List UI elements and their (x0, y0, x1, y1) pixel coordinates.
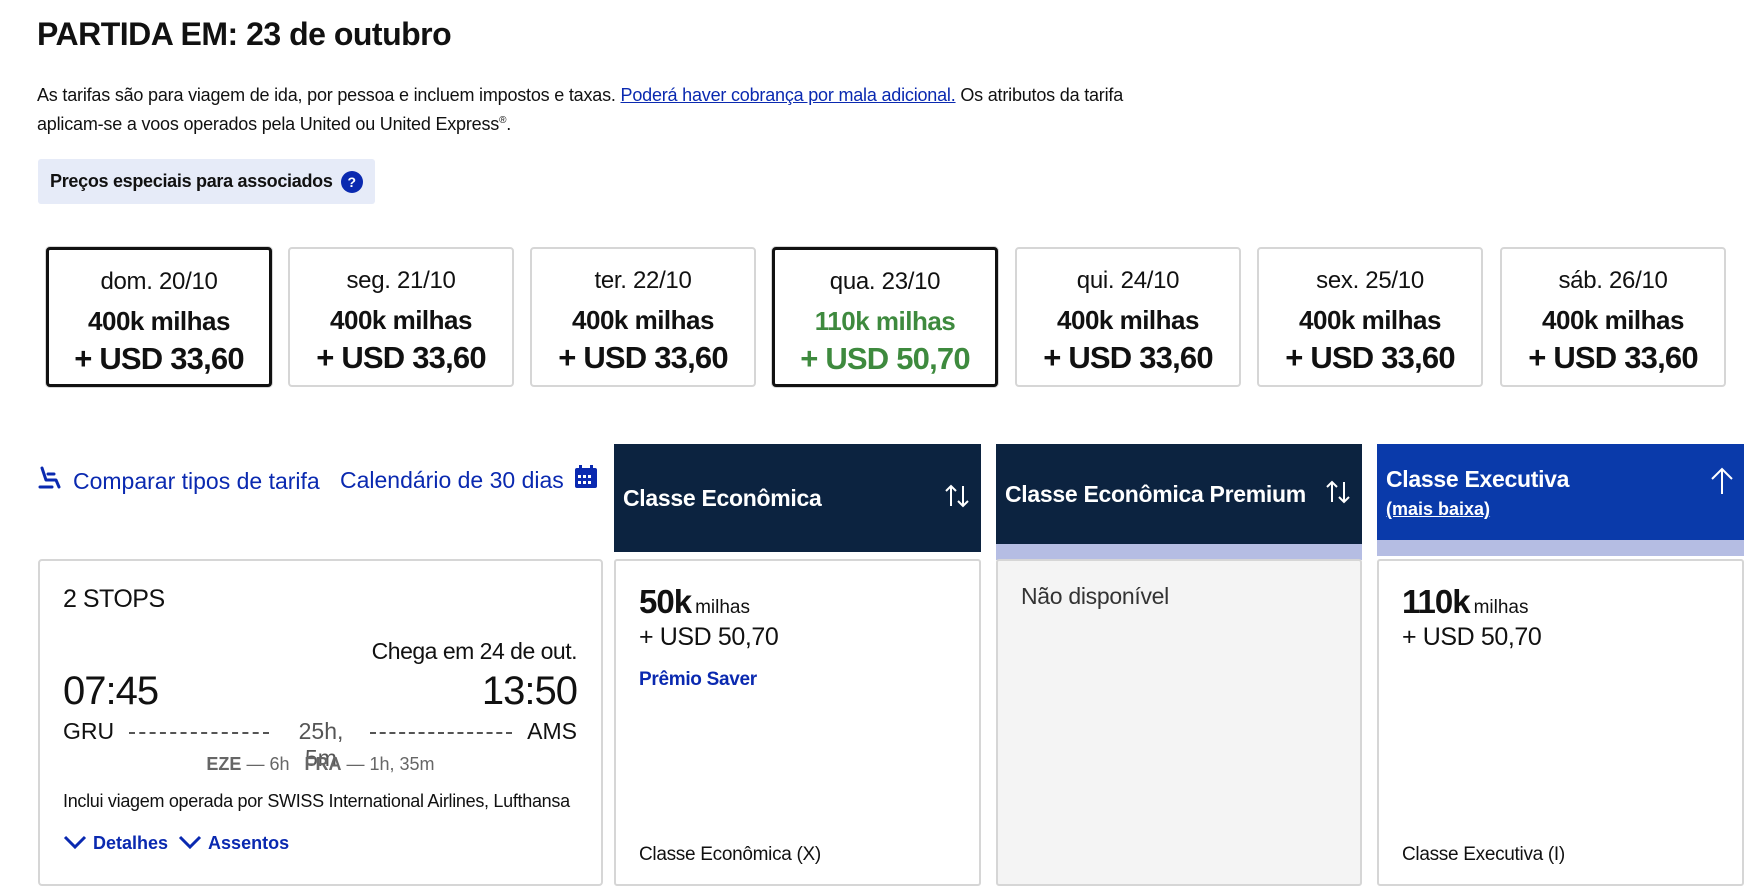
date-label: dom. 20/10 (100, 268, 218, 295)
date-card-26[interactable]: sáb. 26/10 400k milhas + USD 33,60 (1500, 247, 1726, 387)
disclaimer-text-2: Os atributos da tarifa aplicam-se a voos… (37, 85, 1124, 134)
help-icon[interactable]: ? (340, 170, 363, 193)
route-line (129, 732, 269, 734)
date-price: + USD 33,60 (1043, 340, 1213, 375)
destination-airport: AMS (527, 718, 577, 744)
column-title: Classe Econômica (623, 484, 822, 511)
date-card-25[interactable]: sex. 25/10 400k milhas + USD 33,60 (1257, 247, 1483, 387)
fare-miles: 50k milhas (639, 583, 750, 621)
column-header-business[interactable]: Classe Executiva (mais baixa) (1377, 444, 1744, 540)
stops-label: 2 STOPS (63, 585, 165, 613)
column-title: Classe Executiva (1386, 466, 1570, 492)
arrival-note: Chega em 24 de out. (371, 638, 578, 664)
date-label: sex. 25/10 (1316, 267, 1424, 294)
date-price: + USD 33,60 (1528, 340, 1698, 375)
layover-time: — 6h (246, 754, 290, 774)
date-price: + USD 50,70 (800, 341, 970, 376)
column-title-group: Classe Executiva (mais baixa) (1386, 466, 1569, 520)
operated-by-note: Inclui viagem operada por SWISS Internat… (63, 791, 570, 811)
layover-airport: FRA (304, 754, 342, 774)
seat-icon (37, 465, 63, 497)
miles-unit: milhas (1473, 597, 1529, 618)
date-card-22[interactable]: ter. 22/10 400k milhas + USD 33,60 (530, 247, 756, 387)
fare-cell-premium: Não disponível (996, 559, 1362, 886)
date-card-24[interactable]: qui. 24/10 400k milhas + USD 33,60 (1015, 247, 1241, 387)
date-card-20[interactable]: dom. 20/10 400k milhas + USD 33,60 (46, 247, 272, 387)
date-price: + USD 33,60 (1285, 340, 1455, 375)
date-miles: 400k milhas (330, 305, 472, 335)
arrival-time: 13:50 (481, 669, 578, 713)
flight-duration: 25h, 5m (298, 718, 344, 771)
fare-price: + USD 50,70 (1402, 623, 1542, 651)
date-miles: 400k milhas (1057, 305, 1199, 335)
details-label: Detalhes (93, 833, 169, 853)
date-label: qui. 24/10 (1076, 267, 1180, 294)
date-price: + USD 33,60 (74, 341, 244, 376)
disclaimer-end: . (506, 114, 512, 134)
header-accent-strip (1377, 540, 1744, 556)
date-card-21[interactable]: seg. 21/10 400k milhas + USD 33,60 (288, 247, 514, 387)
chevron-down-icon (178, 833, 202, 854)
date-price: + USD 33,60 (558, 340, 728, 375)
date-miles: 110k milhas (814, 306, 956, 336)
layover-airport: EZE (206, 754, 242, 774)
column-title: Classe Econômica Premium (1005, 480, 1306, 507)
lowest-fare-tag[interactable]: (mais baixa) (1386, 499, 1491, 519)
cabin-class: Classe Executiva (I) (1402, 844, 1565, 865)
details-toggle[interactable]: Detalhes (63, 833, 168, 854)
layover-time: — 1h, 35m (346, 754, 435, 774)
member-badge-label: Preços especiais para associados (50, 171, 333, 191)
cabin-class: Classe Econômica (X) (639, 844, 821, 865)
seats-label: Assentos (208, 833, 290, 853)
page-title: PARTIDA EM: 23 de outubro (37, 16, 452, 52)
fare-disclaimer: As tarifas são para viagem de ida, por p… (37, 82, 1157, 137)
miles-unit: milhas (695, 597, 750, 618)
calendar-icon (574, 465, 598, 495)
member-pricing-badge: Preços especiais para associados ? (38, 159, 375, 204)
fare-cell-economy[interactable]: 50k milhas + USD 50,70 Prêmio Saver Class… (614, 559, 981, 886)
registered-mark: ® (499, 115, 507, 126)
unavailable-label: Não disponível (1021, 583, 1169, 609)
departure-time: 07:45 (63, 669, 159, 713)
date-label: sáb. 26/10 (1558, 267, 1668, 294)
flight-card: 2 STOPS Chega em 24 de out. 07:45 13:50 … (38, 559, 603, 886)
award-type: Prêmio Saver (639, 669, 757, 690)
date-label: ter. 22/10 (594, 267, 692, 294)
miles-amount: 50k (639, 583, 692, 620)
seats-toggle[interactable]: Assentos (178, 833, 289, 854)
sort-icon[interactable] (942, 481, 972, 516)
calendar-30-days-link[interactable]: Calendário de 30 dias (340, 465, 598, 495)
route-line (370, 732, 512, 734)
header-accent-strip (996, 544, 1362, 560)
date-card-23[interactable]: qua. 23/10 110k milhas + USD 50,70 (772, 247, 998, 387)
date-price: + USD 33,60 (316, 340, 486, 375)
date-miles: 400k milhas (88, 306, 230, 336)
column-header-economy[interactable]: Classe Econômica (614, 444, 981, 552)
miles-amount: 110k (1402, 583, 1471, 620)
chevron-down-icon (63, 833, 87, 854)
calendar-label: Calendário de 30 dias (340, 466, 564, 493)
layovers: EZE — 6h FRA — 1h, 35m (40, 754, 601, 775)
flight-actions: Detalhes Assentos (63, 833, 289, 854)
fare-cell-business[interactable]: 110k milhas + USD 50,70 Classe Executiva … (1377, 559, 1744, 886)
compare-fares-link[interactable]: Comparar tipos de tarifa (37, 465, 320, 497)
sort-icon[interactable] (1323, 477, 1353, 512)
date-label: qua. 23/10 (829, 268, 941, 295)
date-miles: 400k milhas (1299, 305, 1441, 335)
column-header-premium[interactable]: Classe Econômica Premium (996, 444, 1362, 544)
date-label: seg. 21/10 (346, 267, 456, 294)
date-miles: 400k milhas (1542, 305, 1684, 335)
disclaimer-text: As tarifas são para viagem de ida, por p… (37, 85, 621, 105)
baggage-fee-link[interactable]: Poderá haver cobrança por mala adicional… (620, 85, 956, 105)
date-miles: 400k milhas (572, 305, 714, 335)
arrow-up-icon[interactable] (1709, 466, 1735, 501)
fare-price: + USD 50,70 (639, 623, 779, 651)
fare-miles: 110k milhas (1402, 583, 1529, 621)
compare-fares-label: Comparar tipos de tarifa (73, 467, 320, 494)
origin-airport: GRU (63, 718, 115, 744)
